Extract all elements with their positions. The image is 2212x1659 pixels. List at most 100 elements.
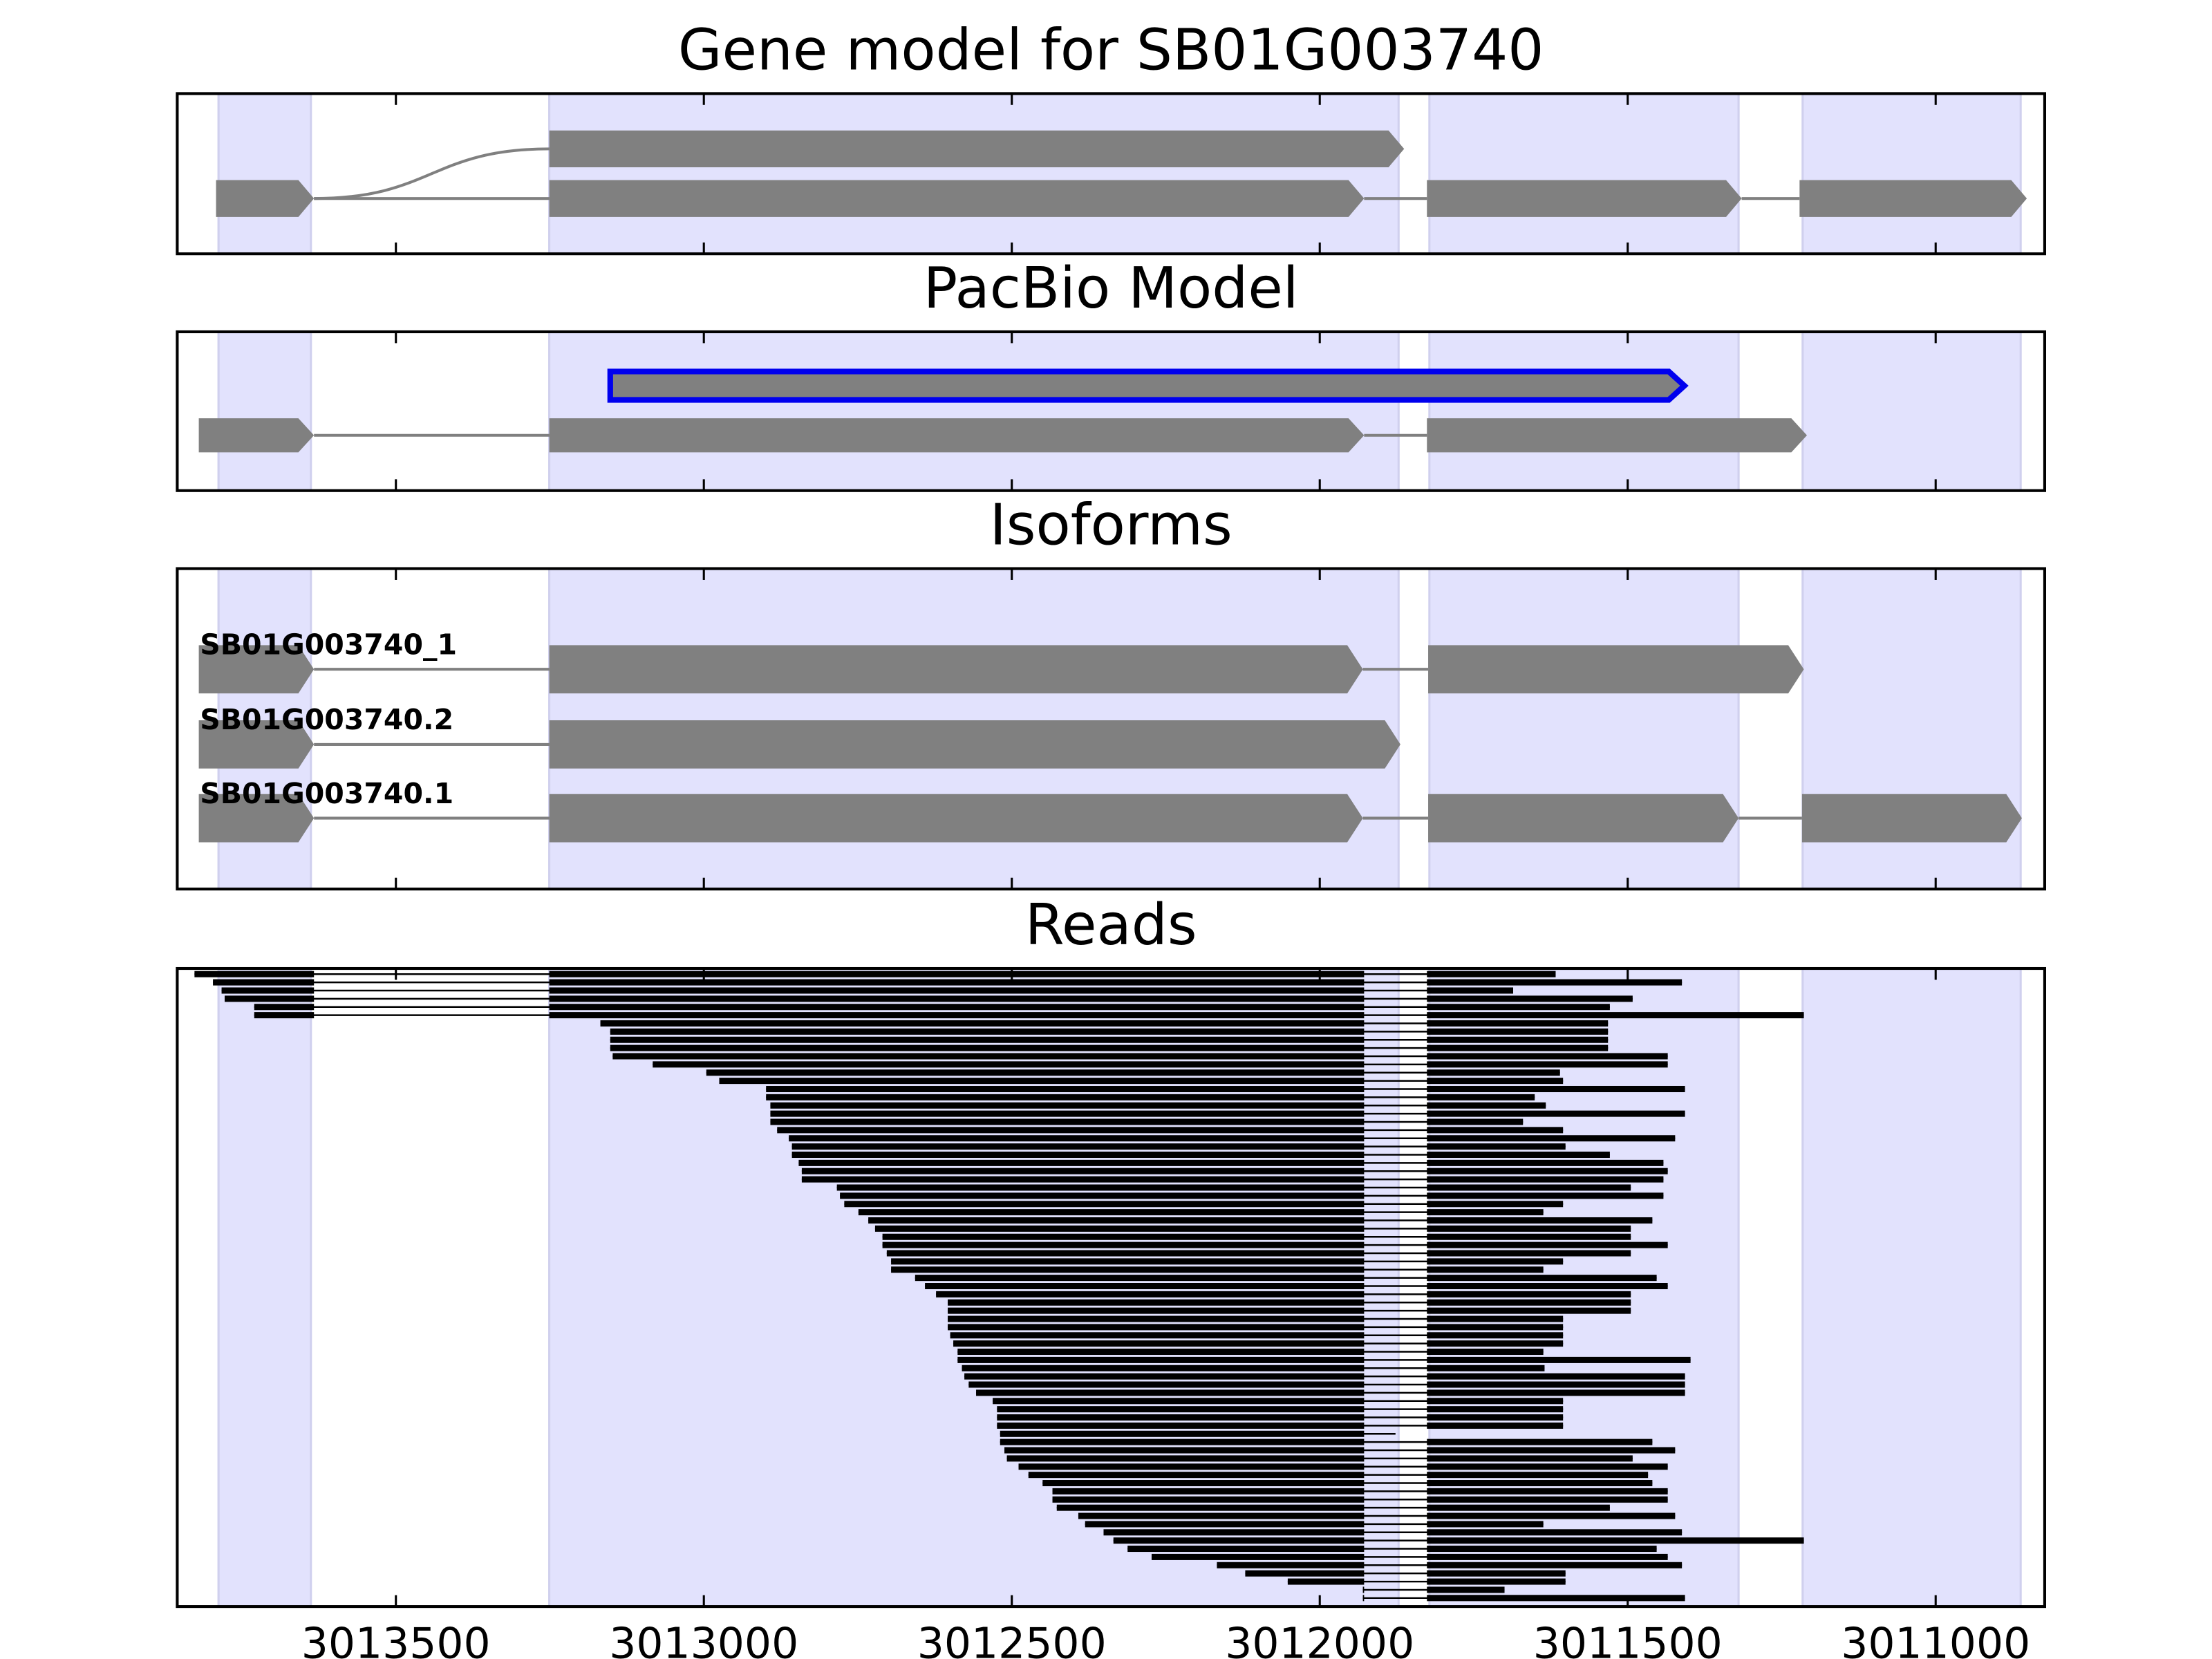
read-block <box>1427 1381 1685 1388</box>
read-block <box>1427 1586 1505 1593</box>
read-block <box>798 1159 1365 1166</box>
read-block <box>1427 1537 1804 1544</box>
exon <box>549 720 1400 769</box>
exon <box>1427 180 1742 217</box>
read-block <box>915 1275 1365 1282</box>
read-block <box>1427 1512 1676 1519</box>
read-block <box>549 1004 1365 1011</box>
read-block <box>1427 1078 1564 1085</box>
exon-region <box>548 330 1400 492</box>
read-block <box>1245 1570 1365 1577</box>
read-block <box>1427 1373 1685 1380</box>
panel-title: Gene model for SB01G003740 <box>678 17 1544 83</box>
read-block <box>1052 1496 1365 1503</box>
isoform-label: SB01G003740.2 <box>200 703 453 736</box>
exon <box>1428 794 1739 843</box>
read-block <box>254 1012 315 1019</box>
read-block <box>1427 1340 1564 1347</box>
read-block <box>549 995 1365 1002</box>
isoform-label: SB01G003740_1 <box>200 628 457 661</box>
read-block <box>1000 1430 1365 1437</box>
read-block <box>1427 1422 1564 1429</box>
read-block <box>964 1373 1365 1380</box>
read-block <box>993 1398 1365 1405</box>
read-block <box>1427 971 1556 977</box>
exon-region <box>548 92 1400 255</box>
exon <box>549 418 1365 453</box>
read-block <box>1427 1414 1564 1421</box>
read-block <box>1427 1143 1566 1150</box>
panel-frame <box>176 966 2046 1609</box>
x-tick-label: 3013500 <box>301 1619 491 1659</box>
read-block <box>1427 1283 1668 1290</box>
read-block <box>1427 1217 1653 1224</box>
x-tick-label: 3011000 <box>1841 1619 2030 1659</box>
read-block <box>1427 1578 1566 1585</box>
read-block <box>1006 1455 1365 1462</box>
read-block <box>1427 1151 1610 1159</box>
read-block <box>801 1176 1365 1183</box>
read-block <box>1000 1438 1365 1445</box>
read-block <box>1151 1553 1365 1560</box>
exon <box>549 645 1363 694</box>
exon <box>1427 418 1808 453</box>
read-block <box>1362 1586 1365 1593</box>
read-block <box>1427 1455 1633 1462</box>
read-block <box>789 1135 1365 1142</box>
exon <box>607 368 1689 403</box>
read-block <box>948 1307 1365 1314</box>
read-block <box>1427 1406 1564 1413</box>
x-tick-label: 3012000 <box>1225 1619 1414 1659</box>
read-block <box>1427 1562 1683 1568</box>
exon <box>198 720 315 769</box>
exon <box>549 794 1363 843</box>
read-block <box>213 979 315 986</box>
read-block <box>1103 1529 1365 1536</box>
read-block <box>1427 1299 1631 1306</box>
read-block <box>997 1422 1365 1429</box>
read-block <box>1427 1004 1610 1011</box>
read-block <box>1427 1291 1631 1297</box>
read-block <box>1427 1480 1653 1487</box>
isoform-label: SB01G003740.1 <box>200 777 453 810</box>
read-block <box>549 971 1365 977</box>
read-block <box>1427 1472 1649 1479</box>
read-block <box>968 1381 1365 1388</box>
read-block <box>953 1340 1365 1347</box>
read-block <box>948 1315 1365 1322</box>
read-block <box>600 1020 1365 1027</box>
read-block <box>1427 1135 1676 1142</box>
read-block <box>1113 1537 1365 1544</box>
read-block <box>1427 1504 1610 1511</box>
read-block <box>1427 1094 1535 1100</box>
exon-region <box>1428 330 1740 492</box>
x-tick-label: 3013000 <box>609 1619 798 1659</box>
read-block <box>1427 1159 1664 1166</box>
read-block <box>1427 1233 1631 1240</box>
read-block <box>1427 995 1633 1002</box>
read-block <box>1427 987 1514 994</box>
read-block <box>777 1127 1365 1134</box>
read-block <box>1427 1127 1564 1134</box>
panel-title: PacBio Model <box>924 256 1299 321</box>
exon <box>198 418 315 453</box>
read-block <box>858 1209 1365 1216</box>
read-block <box>1427 1069 1560 1076</box>
read-block <box>1427 1225 1631 1232</box>
read-block <box>840 1192 1365 1199</box>
read-block <box>1427 979 1683 986</box>
read-block <box>997 1414 1365 1421</box>
read-block <box>1427 1275 1657 1282</box>
x-tick-label: 3011500 <box>1533 1619 1723 1659</box>
exon <box>216 180 315 217</box>
read-block <box>1427 1595 1685 1602</box>
read-block <box>936 1291 1365 1297</box>
read-block <box>891 1258 1365 1265</box>
read-block <box>1427 1102 1546 1109</box>
read-block <box>1217 1562 1365 1568</box>
read-block <box>1427 1332 1564 1339</box>
panel-title: Reads <box>1025 892 1197 958</box>
exon <box>198 645 315 694</box>
read-block <box>886 1250 1365 1257</box>
